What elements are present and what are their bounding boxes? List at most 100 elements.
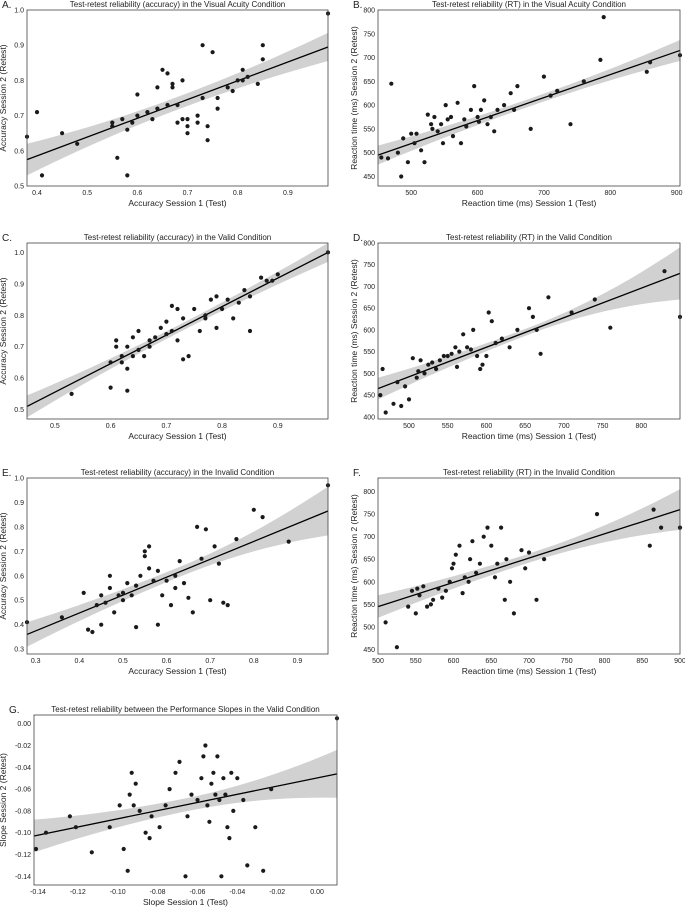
data-point [555,88,560,93]
data-point [147,836,152,841]
data-point [569,310,574,315]
data-point [409,131,414,136]
data-point [138,573,143,578]
data-point [59,615,64,620]
y-tick-label: 750 [363,262,375,269]
data-point [214,294,219,299]
x-tick-label: 0.6 [132,190,142,197]
data-point [107,573,112,578]
panel-letter: F. [353,468,361,479]
data-point [260,43,265,48]
data-point [186,595,191,600]
data-point [445,353,450,359]
data-point [195,524,200,530]
data-point [142,549,147,554]
data-point [99,593,104,598]
data-point [142,554,147,559]
y-axis-label: Accuracy Session 2 (Retest) [0,44,8,151]
data-point [134,583,139,588]
data-point [147,344,152,349]
data-point [601,15,606,20]
y-tick-label: 0.5 [14,184,24,191]
data-point [594,511,600,517]
data-point [443,103,448,108]
data-point [399,403,404,409]
y-tick-label: 700 [363,55,375,62]
y-tick-label: 0.7 [14,344,24,351]
data-point [662,269,667,274]
y-tick-label: 500 [363,150,375,157]
x-tick-label: 0.3 [31,658,41,665]
data-point [431,597,436,602]
data-point [462,575,467,580]
data-point [130,335,135,340]
data-point [175,306,180,312]
x-tick-label: 0.9 [283,190,293,197]
data-point [489,319,494,324]
data-point [391,401,396,406]
data-point [526,550,532,555]
data-point [480,362,485,367]
chart-title: Test-retest reliability (accuracy) in th… [70,0,286,9]
x-tick-label: 700 [523,658,535,665]
data-point [169,328,174,334]
y-axis-label: Reaction time (ms) Session 2 (Retest) [349,26,359,170]
data-point [534,327,539,332]
data-point [644,69,649,74]
data-point [150,117,155,122]
data-point [177,759,182,765]
data-point [217,797,222,803]
data-point [235,78,240,83]
data-point [147,338,152,343]
panel-letter: A. [2,0,11,11]
data-point [230,88,235,94]
data-point [453,345,458,350]
x-axis-label: Accuracy Session 1 (Test) [128,198,226,208]
data-point [205,124,210,129]
data-point [259,275,264,280]
x-tick-label: 900 [674,658,685,665]
data-point [475,353,480,359]
y-axis-label: Accuracy Session 2 (Retest) [0,512,8,619]
data-point [155,85,160,90]
data-point [455,100,460,105]
data-point [225,297,230,302]
data-point [440,141,446,146]
data-point [117,803,122,808]
x-tick-label: 900 [671,190,683,197]
data-point [286,539,291,544]
plot-frame [33,714,338,886]
data-point [241,797,246,803]
x-tick-label: 0.5 [118,658,128,665]
data-point [461,332,466,337]
data-point [523,566,528,571]
data-point [137,808,142,814]
data-point [519,548,524,553]
data-point [203,527,208,532]
data-point [147,566,152,571]
data-point [75,141,80,146]
panel-letter: E. [2,468,11,479]
data-point [90,629,95,635]
data-point [598,57,603,63]
data-point [180,78,185,83]
data-point [581,79,586,84]
data-point [223,792,228,797]
data-point [534,597,539,602]
data-point [220,306,225,312]
y-tick-label: -0.02 [15,743,31,750]
data-point [406,604,411,609]
data-point [158,325,163,330]
regression-line [33,773,338,837]
x-axis-label: Slope Session 1 (Test) [143,897,228,907]
y-tick-label: 550 [363,602,375,609]
data-point [164,332,169,337]
x-axis-label: Accuracy Session 1 (Test) [128,431,226,441]
data-point [477,561,482,566]
data-point [648,60,653,65]
data-point [530,314,536,319]
data-point [205,803,210,808]
x-tick-label: -0.10 [110,889,126,896]
data-point [495,561,500,566]
data-point [125,127,130,132]
